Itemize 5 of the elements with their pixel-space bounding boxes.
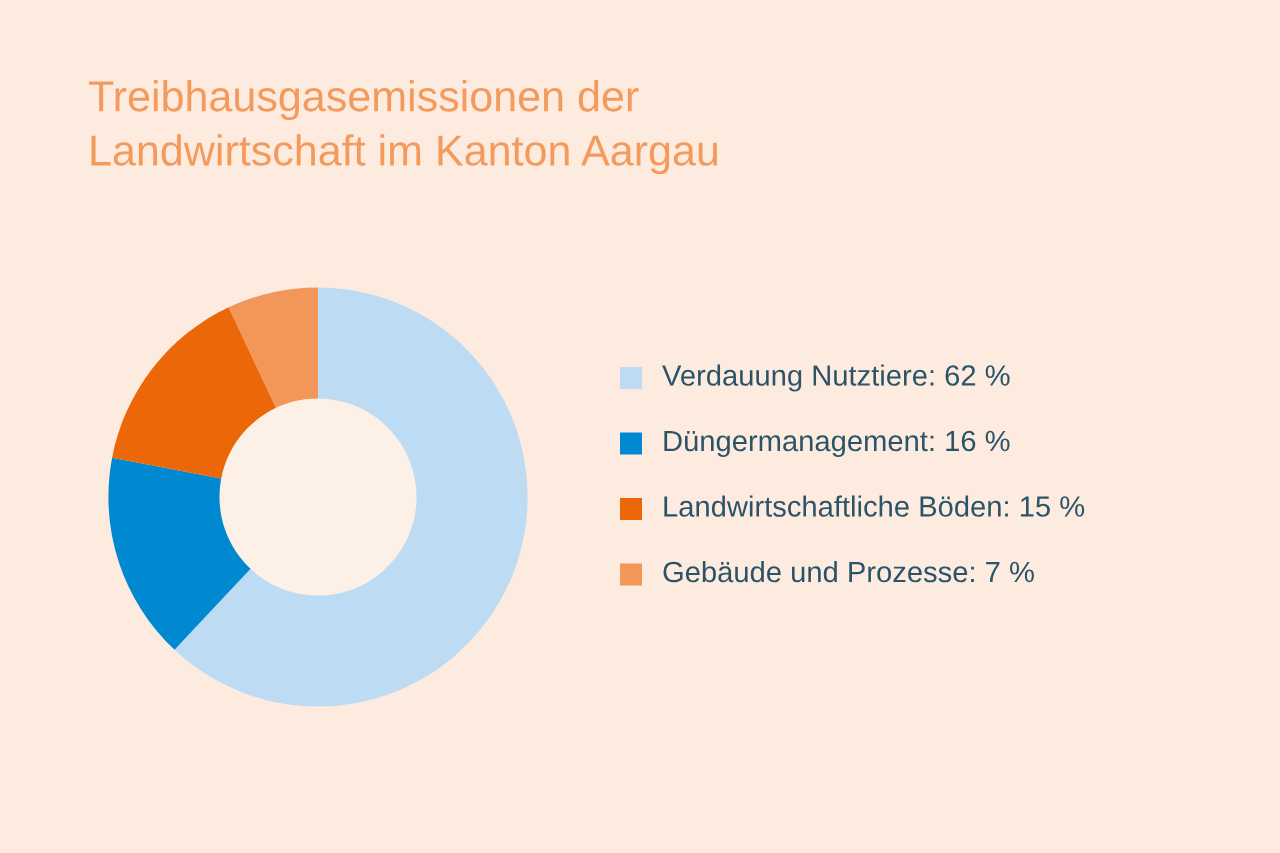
legend-label: Düngermanagement: 16 % bbox=[664, 430, 1010, 458]
legend-label: Landwirtschaftliche Böden: 15 % bbox=[664, 495, 1085, 517]
legend-label: Gebäude und Prozesse: 7 % bbox=[663, 560, 1034, 583]
chart-title: Treibhausgasemissionen der Landwirtschaft im Kanton Aargau bbox=[88, 80, 717, 175]
legend-label: Verdauung Nutztiere: 62 % bbox=[662, 364, 1010, 392]
